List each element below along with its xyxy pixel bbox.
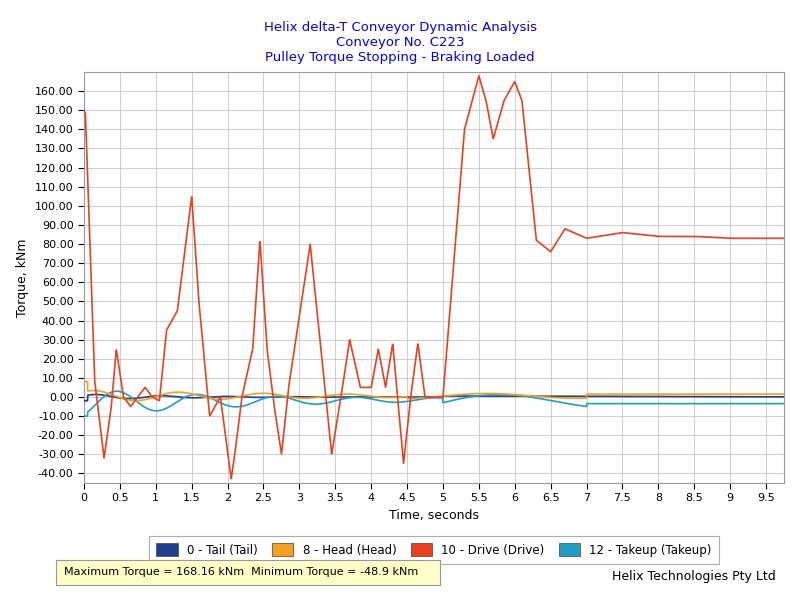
Text: Maximum Torque = 168.16 kNm  Minimum Torque = -48.9 kNm: Maximum Torque = 168.16 kNm Minimum Torq… [64,568,418,577]
Text: Helix Technologies Pty Ltd: Helix Technologies Pty Ltd [612,570,776,583]
Text: Conveyor No. C223: Conveyor No. C223 [336,36,464,49]
Legend: 0 - Tail (Tail), 8 - Head (Head), 10 - Drive (Drive), 12 - Takeup (Takeup): 0 - Tail (Tail), 8 - Head (Head), 10 - D… [150,536,718,564]
X-axis label: Time, seconds: Time, seconds [389,509,479,522]
Text: Pulley Torque Stopping - Braking Loaded: Pulley Torque Stopping - Braking Loaded [265,51,535,64]
Text: Helix delta-T Conveyor Dynamic Analysis: Helix delta-T Conveyor Dynamic Analysis [263,21,537,34]
Y-axis label: Torque, kNm: Torque, kNm [16,238,30,317]
